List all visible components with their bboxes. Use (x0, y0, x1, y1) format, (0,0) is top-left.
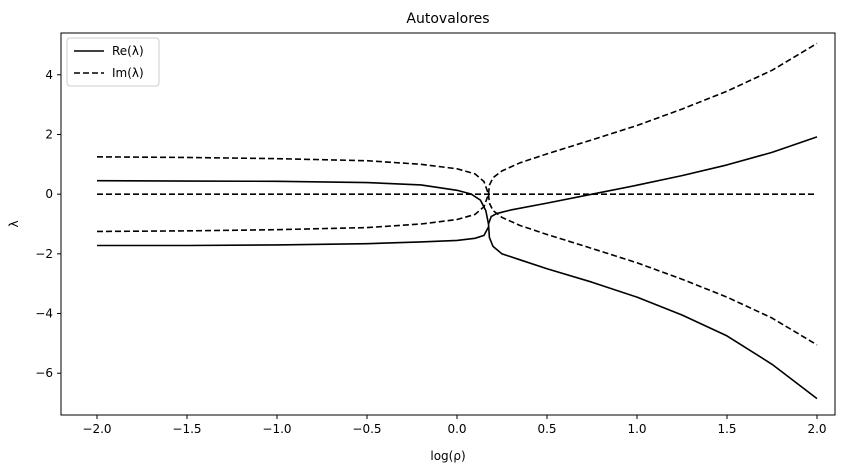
plot-frame (60, 32, 836, 416)
y-axis-label: λ (7, 220, 21, 227)
series-line-im-7 (487, 42, 818, 195)
x-tick-label: 1.5 (717, 422, 736, 436)
y-tick-label: −4 (35, 307, 53, 321)
x-tick-label: 0.0 (447, 422, 466, 436)
series-line-im-8 (487, 194, 818, 346)
x-tick-label: −1.5 (172, 422, 201, 436)
x-axis: −2.0 −1.5 −1.0 −0.5 0.0 0.5 1.0 1.5 2.0 (82, 415, 827, 436)
x-tick-label: 0.5 (537, 422, 556, 436)
series-line-re-1 (97, 226, 490, 247)
x-axis-label: log(ρ) (430, 449, 465, 463)
y-tick-label: 2 (45, 127, 53, 141)
legend-label-im: Im(λ) (112, 66, 144, 80)
y-axis: −6 −4 −2 0 2 4 (35, 68, 61, 380)
x-tick-label: −1.0 (262, 422, 291, 436)
legend-label-re: Re(λ) (112, 44, 144, 58)
series-line-re-0 (96, 179, 490, 225)
series-line-im-5 (96, 156, 490, 195)
x-tick-label: −0.5 (352, 422, 381, 436)
series-line-im-6 (96, 193, 490, 233)
legend-box (66, 37, 160, 87)
y-tick-label: 0 (45, 187, 53, 201)
x-tick-label: 1.0 (627, 422, 646, 436)
chart-title: Autovalores (406, 11, 489, 27)
series-line-re-3 (487, 223, 818, 400)
legend: Re(λ) Im(λ) (66, 37, 160, 87)
x-tick-label: 2.0 (807, 422, 826, 436)
series-line-re-2 (487, 136, 818, 225)
x-tick-label: −2.0 (82, 422, 111, 436)
y-tick-label: 4 (45, 68, 53, 82)
y-tick-label: −2 (35, 247, 53, 261)
y-tick-label: −6 (35, 366, 53, 380)
